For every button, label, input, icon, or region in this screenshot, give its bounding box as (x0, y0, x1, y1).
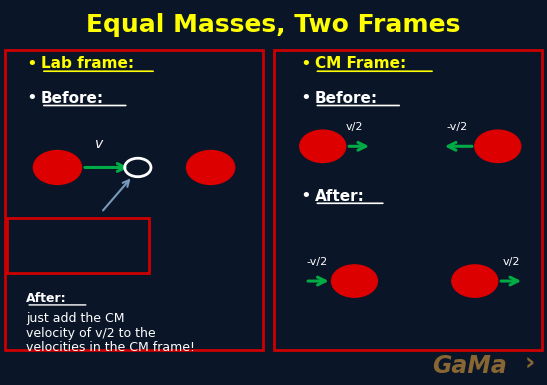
Text: •: • (26, 89, 37, 107)
Text: After:: After: (315, 189, 364, 204)
Text: Before:: Before: (315, 91, 377, 105)
Text: -v/2: -v/2 (307, 257, 328, 267)
Circle shape (187, 151, 235, 184)
Text: just add the CM: just add the CM (26, 312, 125, 325)
Text: After:: After: (26, 292, 67, 305)
Text: Before:: Before: (41, 91, 104, 105)
Text: •: • (26, 55, 37, 72)
Text: •: • (300, 55, 311, 72)
Text: v/2: v/2 (346, 122, 363, 132)
Circle shape (33, 151, 82, 184)
Circle shape (300, 130, 346, 162)
Text: GaMa: GaMa (432, 354, 507, 378)
Text: CM Frame:: CM Frame: (315, 56, 406, 71)
Text: -v/2: -v/2 (446, 122, 467, 132)
Text: Equal Masses, Two Frames: Equal Masses, Two Frames (86, 13, 461, 37)
Text: •: • (300, 89, 311, 107)
Text: ›: › (525, 352, 536, 376)
Text: m: m (53, 162, 62, 172)
Circle shape (452, 265, 498, 297)
Text: v/2: v/2 (503, 257, 520, 267)
Text: •: • (300, 187, 311, 205)
Text: velocity of v/2 to the: velocity of v/2 to the (26, 326, 156, 340)
Text: CM has velocity: CM has velocity (16, 232, 104, 242)
Bar (274, 50, 542, 350)
Circle shape (331, 265, 377, 297)
Text: v/2 in lab frame.: v/2 in lab frame. (16, 251, 108, 261)
FancyBboxPatch shape (7, 218, 149, 273)
Text: velocities in the CM frame!: velocities in the CM frame! (26, 341, 195, 354)
Text: Lab frame:: Lab frame: (41, 56, 134, 71)
Circle shape (475, 130, 521, 162)
Text: v: v (95, 137, 104, 151)
Text: m: m (470, 276, 480, 286)
Text: m: m (318, 141, 328, 151)
Bar (5, 50, 263, 350)
